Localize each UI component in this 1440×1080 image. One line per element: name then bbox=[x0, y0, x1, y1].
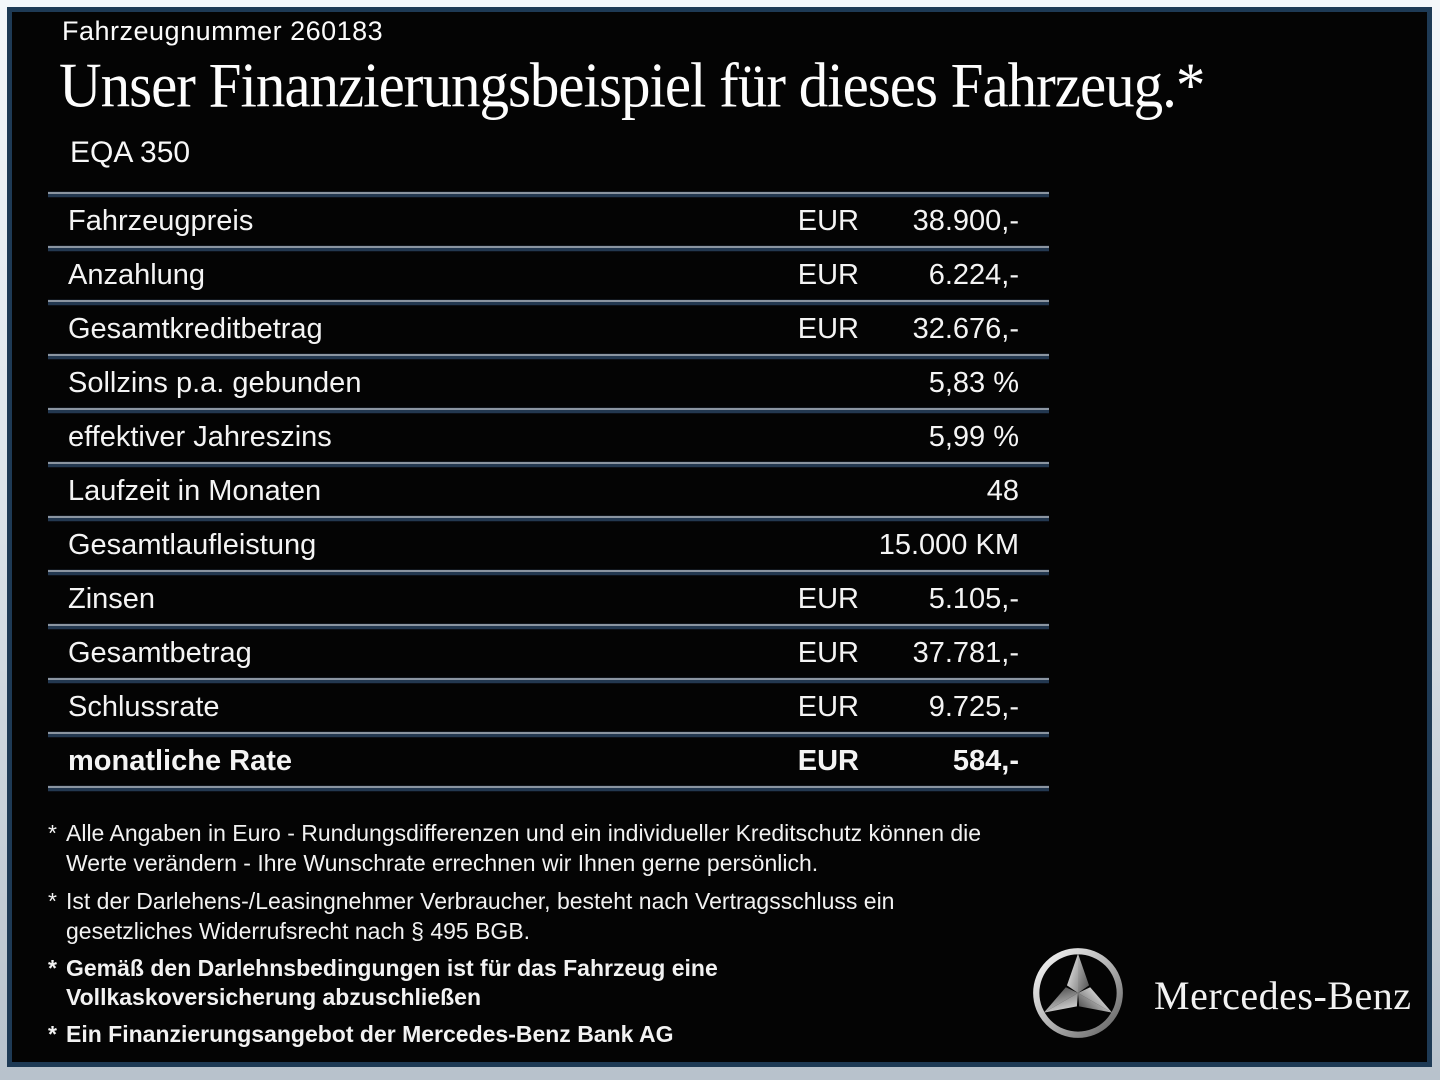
page-title: Unser Finanzierungsbeispiel für dieses F… bbox=[59, 49, 1205, 121]
branding: Mercedes-Benz bbox=[1030, 945, 1411, 1046]
footnote-marker: * bbox=[48, 888, 57, 914]
table-row: Sollzins p.a. gebunden 5,83 % bbox=[48, 360, 1049, 407]
table-divider bbox=[48, 569, 1049, 576]
footnote-line: gesetzliches Widerrufsrecht nach § 495 B… bbox=[66, 918, 531, 944]
row-value: 48 bbox=[986, 475, 1019, 507]
row-label: Gesamtlaufleistung bbox=[68, 529, 317, 561]
row-label: Anzahlung bbox=[68, 259, 206, 291]
table-divider bbox=[48, 407, 1049, 414]
row-label: Sollzins p.a. gebunden bbox=[68, 367, 362, 399]
table-divider bbox=[48, 461, 1049, 468]
row-label: monatliche Rate bbox=[68, 745, 292, 777]
table-row: Zinsen EUR 5.105,- bbox=[48, 576, 1049, 623]
row-value: 38.900,- bbox=[912, 205, 1019, 237]
footnote: * Gemäß den Darlehnsbedingungen ist für … bbox=[48, 954, 981, 1012]
table-divider bbox=[48, 731, 1049, 738]
table-divider bbox=[48, 677, 1049, 684]
row-currency: EUR bbox=[797, 583, 859, 615]
row-value: 15.000 KM bbox=[878, 529, 1019, 561]
row-label: Laufzeit in Monaten bbox=[68, 475, 322, 507]
table-divider bbox=[48, 191, 1049, 198]
row-value: 32.676,- bbox=[912, 313, 1019, 345]
vehicle-number: Fahrzeugnummer 260183 bbox=[62, 16, 384, 46]
footnote-marker: * bbox=[48, 820, 57, 846]
footnote: * Ist der Darlehens-/Leasingnehmer Verbr… bbox=[48, 886, 981, 946]
row-currency: EUR bbox=[797, 745, 859, 777]
row-value: 5,83 % bbox=[928, 367, 1019, 399]
row-value: 584,- bbox=[952, 745, 1019, 777]
table-row: Schlussrate EUR 9.725,- bbox=[48, 684, 1049, 731]
row-label: Schlussrate bbox=[68, 691, 220, 723]
financing-table: Fahrzeugpreis EUR 38.900,- Anzahlung EUR… bbox=[48, 191, 1049, 792]
footnote-line: Ein Finanzierungsangebot der Mercedes-Be… bbox=[66, 1021, 674, 1047]
table-row: Gesamtkreditbetrag EUR 32.676,- bbox=[48, 306, 1049, 353]
table-divider bbox=[48, 245, 1049, 252]
row-label: Zinsen bbox=[68, 583, 156, 615]
footnote-marker: * bbox=[48, 955, 57, 981]
footnote-line: Alle Angaben in Euro - Rundungsdifferenz… bbox=[66, 820, 982, 846]
mercedes-star-icon bbox=[1030, 945, 1126, 1046]
footnote-line: Gemäß den Darlehnsbedingungen ist für da… bbox=[66, 955, 718, 981]
table-divider bbox=[48, 515, 1049, 522]
row-value: 6.224,- bbox=[928, 259, 1019, 291]
footnote-line: Vollkaskoversicherung abzuschließen bbox=[66, 984, 481, 1010]
model-name: EQA 350 bbox=[70, 136, 191, 169]
row-currency: EUR bbox=[797, 313, 859, 345]
row-label: Fahrzeugpreis bbox=[68, 205, 254, 237]
table-row: Gesamtlaufleistung 15.000 KM bbox=[48, 522, 1049, 569]
table-row-monthly-rate: monatliche Rate EUR 584,- bbox=[48, 738, 1049, 785]
mercedes-wordmark: Mercedes-Benz bbox=[1154, 973, 1412, 1018]
row-label: Gesamtkreditbetrag bbox=[68, 313, 323, 345]
footnote-marker: * bbox=[48, 1021, 57, 1047]
footnotes: * Alle Angaben in Euro - Rundungsdiffere… bbox=[48, 818, 981, 1057]
table-divider bbox=[48, 623, 1049, 630]
footnote: * Alle Angaben in Euro - Rundungsdiffere… bbox=[48, 818, 981, 878]
row-value: 9.725,- bbox=[928, 691, 1019, 723]
table-divider bbox=[48, 353, 1049, 360]
row-currency: EUR bbox=[797, 691, 859, 723]
row-currency: EUR bbox=[797, 205, 859, 237]
table-row: Laufzeit in Monaten 48 bbox=[48, 468, 1049, 515]
row-label: effektiver Jahreszins bbox=[68, 421, 332, 453]
table-row: Anzahlung EUR 6.224,- bbox=[48, 252, 1049, 299]
row-currency: EUR bbox=[797, 637, 859, 669]
table-row: Fahrzeugpreis EUR 38.900,- bbox=[48, 198, 1049, 245]
row-label: Gesamtbetrag bbox=[68, 637, 252, 669]
table-row: effektiver Jahreszins 5,99 % bbox=[48, 414, 1049, 461]
footnote: * Ein Finanzierungsangebot der Mercedes-… bbox=[48, 1020, 981, 1049]
table-divider bbox=[48, 785, 1049, 792]
row-value: 37.781,- bbox=[912, 637, 1019, 669]
footnote-line: Ist der Darlehens-/Leasingnehmer Verbrau… bbox=[66, 888, 895, 914]
table-divider bbox=[48, 299, 1049, 306]
content-frame: Fahrzeugnummer 260183 Unser Finanzierung… bbox=[7, 7, 1432, 1067]
row-value: 5,99 % bbox=[928, 421, 1019, 453]
table-row: Gesamtbetrag EUR 37.781,- bbox=[48, 630, 1049, 677]
row-currency: EUR bbox=[797, 259, 859, 291]
row-value: 5.105,- bbox=[928, 583, 1019, 615]
footnote-line: Werte verändern - Ihre Wunschrate errech… bbox=[66, 850, 819, 876]
